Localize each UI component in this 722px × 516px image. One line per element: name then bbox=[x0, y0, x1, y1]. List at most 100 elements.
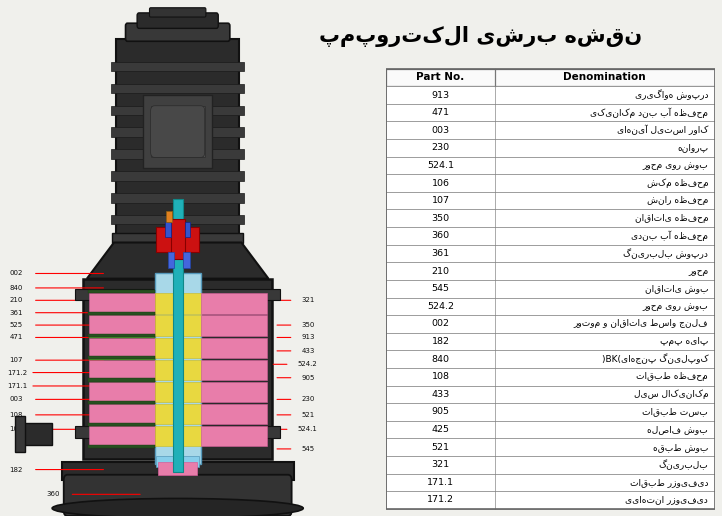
Bar bbox=[89, 424, 155, 426]
Bar bbox=[155, 382, 201, 402]
Bar bbox=[87, 357, 155, 360]
Text: 524.2: 524.2 bbox=[297, 361, 317, 367]
Text: یدنب بآ هظفحم: یدنب بآ هظفحم bbox=[631, 231, 708, 241]
Bar bbox=[87, 334, 155, 337]
Bar bbox=[201, 382, 266, 402]
Bar bbox=[111, 84, 244, 93]
Bar bbox=[386, 456, 715, 474]
Bar bbox=[111, 149, 244, 158]
Text: )BK(یا‌هجنپ گنیلپوک: )BK(یا‌هجنپ گنیلپوک bbox=[601, 354, 708, 364]
Bar bbox=[87, 423, 155, 426]
Text: گنیربلب شوپرد: گنیربلب شوپرد bbox=[623, 248, 708, 259]
Bar bbox=[111, 61, 244, 71]
Bar bbox=[386, 385, 715, 403]
Text: 003: 003 bbox=[9, 396, 23, 402]
Bar bbox=[87, 290, 155, 293]
Text: 361: 361 bbox=[432, 249, 450, 258]
Text: ناقاتای شوب: ناقاتای شوب bbox=[645, 284, 708, 293]
Bar bbox=[157, 456, 199, 467]
Text: 913: 913 bbox=[432, 91, 450, 100]
Text: 905: 905 bbox=[301, 375, 315, 381]
Bar bbox=[89, 402, 155, 404]
Bar bbox=[155, 360, 201, 380]
Bar bbox=[89, 293, 155, 314]
Text: 230: 230 bbox=[301, 396, 315, 402]
Text: 425: 425 bbox=[432, 425, 450, 434]
Text: 905: 905 bbox=[432, 408, 450, 416]
Bar bbox=[201, 426, 266, 446]
Text: روتوم و ناقاتای طساو جنلف: روتوم و ناقاتای طساو جنلف bbox=[574, 319, 708, 328]
FancyBboxPatch shape bbox=[126, 23, 230, 41]
Text: 545: 545 bbox=[432, 284, 450, 293]
Bar bbox=[111, 171, 244, 181]
Bar bbox=[386, 121, 715, 139]
Bar bbox=[386, 439, 715, 456]
Text: 321: 321 bbox=[432, 460, 450, 469]
Text: 107: 107 bbox=[9, 357, 23, 363]
Text: 108: 108 bbox=[432, 372, 450, 381]
Bar bbox=[386, 333, 715, 350]
Text: 840: 840 bbox=[432, 354, 450, 364]
Bar bbox=[386, 174, 715, 192]
Text: 433: 433 bbox=[301, 348, 315, 354]
Bar bbox=[386, 245, 715, 262]
Bar bbox=[386, 104, 715, 121]
Text: 521: 521 bbox=[301, 412, 315, 418]
Bar bbox=[143, 95, 212, 168]
Bar bbox=[89, 404, 155, 424]
Bar bbox=[386, 192, 715, 209]
Bar bbox=[386, 209, 715, 227]
Bar bbox=[89, 315, 155, 336]
Bar bbox=[155, 315, 201, 336]
Text: هقبط شوب: هقبط شوب bbox=[653, 443, 708, 452]
Bar bbox=[386, 157, 715, 174]
Text: ییاهتنا رزویفید: ییاهتنا رزویفید bbox=[625, 495, 708, 505]
Text: روحم: روحم bbox=[688, 267, 708, 276]
Text: 108: 108 bbox=[9, 412, 23, 418]
Bar bbox=[170, 219, 185, 259]
Text: 002: 002 bbox=[432, 319, 450, 328]
Bar bbox=[111, 105, 244, 115]
Bar bbox=[386, 421, 715, 439]
Bar bbox=[386, 139, 715, 157]
Text: یا‌هنیآ لیتسا رواک: یا‌هنیآ لیتسا رواک bbox=[617, 125, 708, 136]
Bar bbox=[155, 426, 201, 446]
Bar bbox=[155, 273, 201, 464]
Bar bbox=[111, 193, 244, 202]
Text: 107: 107 bbox=[432, 196, 450, 205]
Text: 106: 106 bbox=[9, 426, 23, 432]
FancyBboxPatch shape bbox=[151, 106, 205, 157]
Bar bbox=[151, 106, 205, 157]
Bar bbox=[386, 227, 715, 245]
Text: 524.2: 524.2 bbox=[427, 302, 454, 311]
Bar bbox=[155, 404, 201, 424]
Bar bbox=[87, 312, 155, 315]
Text: یریگاوه شوپرد: یریگاوه شوپرد bbox=[635, 90, 708, 101]
Bar bbox=[111, 127, 244, 137]
Text: 210: 210 bbox=[9, 297, 23, 303]
Bar bbox=[386, 403, 715, 421]
Bar bbox=[165, 222, 170, 237]
Text: 171.1: 171.1 bbox=[427, 478, 454, 487]
FancyBboxPatch shape bbox=[64, 475, 292, 516]
Text: روحم یور شوب: روحم یور شوب bbox=[643, 302, 708, 311]
Bar bbox=[386, 474, 715, 491]
Text: 171.2: 171.2 bbox=[427, 495, 454, 505]
Bar bbox=[386, 280, 715, 298]
Text: شنار هظفحم: شنار هظفحم bbox=[647, 196, 708, 205]
Bar bbox=[87, 378, 155, 381]
Text: یکیناکم دنب بآ هظفحم: یکیناکم دنب بآ هظفحم bbox=[590, 107, 708, 118]
Bar bbox=[89, 337, 155, 358]
Bar bbox=[89, 314, 155, 315]
Bar bbox=[21, 423, 52, 444]
Text: روحم یور شوب: روحم یور شوب bbox=[643, 161, 708, 170]
Text: لیس لاکیناکم: لیس لاکیناکم bbox=[634, 390, 708, 399]
Text: 360: 360 bbox=[46, 491, 60, 497]
Polygon shape bbox=[87, 243, 269, 279]
Text: 171.2: 171.2 bbox=[7, 369, 27, 376]
Text: 182: 182 bbox=[432, 337, 450, 346]
Bar bbox=[386, 491, 715, 509]
Text: 106: 106 bbox=[432, 179, 450, 188]
Text: ناقاتای هظفحم: ناقاتای هظفحم bbox=[635, 214, 708, 223]
Text: 171.1: 171.1 bbox=[7, 383, 27, 389]
